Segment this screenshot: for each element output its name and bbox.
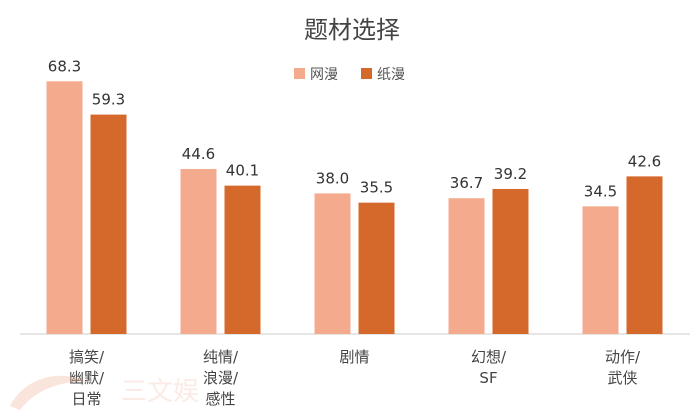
- bar-series-1-category-4: [448, 198, 485, 334]
- legend-label-series-1: 网漫: [310, 67, 338, 83]
- legend-swatch-series-2: [361, 68, 372, 79]
- value-label-series-1-category-2: 44.6: [182, 145, 215, 163]
- value-label-series-1-category-1: 68.3: [48, 57, 81, 75]
- category-label-3: 剧情: [339, 348, 369, 366]
- legend-swatch-series-1: [294, 68, 305, 79]
- category-label-5: 动作/武侠: [605, 348, 641, 387]
- bar-series-1-category-5: [582, 206, 619, 334]
- bar-series-2-category-3: [358, 202, 395, 334]
- category-label-1: 搞笑/幽默/日常: [69, 348, 105, 408]
- watermark-logo: 三文娱: [10, 375, 199, 410]
- bar-series-1-category-3: [314, 193, 351, 334]
- watermark-text: 三文娱: [121, 377, 199, 407]
- value-label-series-1-category-3: 38.0: [316, 169, 349, 187]
- value-label-series-1-category-5: 34.5: [584, 182, 617, 200]
- watermark-swoosh: [10, 375, 86, 410]
- value-labels: 68.3 59.3 44.6 40.1 38.0 35.5 36.7 39.2 34.5 42.6: [48, 57, 661, 200]
- value-label-series-2-category-2: 40.1: [226, 162, 259, 180]
- bar-series-1-category-1: [46, 81, 83, 334]
- value-label-series-2-category-3: 35.5: [360, 179, 393, 197]
- category-label-4: 幻想/SF: [471, 348, 507, 387]
- legend-label-series-2: 纸漫: [377, 67, 405, 83]
- value-label-series-2-category-5: 42.6: [628, 152, 661, 170]
- bar-series-2-category-4: [492, 188, 529, 334]
- bars: [46, 81, 663, 334]
- category-labels: 搞笑/幽默/日常 纯情/浪漫/感性 剧情 幻想/SF 动作/武侠: [69, 348, 641, 408]
- value-label-series-2-category-4: 39.2: [494, 165, 527, 183]
- bar-series-2-category-2: [224, 185, 261, 334]
- value-label-series-2-category-1: 59.3: [92, 91, 125, 109]
- chart-title: 题材选择: [304, 16, 400, 44]
- bar-series-2-category-5: [626, 176, 663, 334]
- category-label-2: 纯情/浪漫/感性: [203, 348, 239, 408]
- bar-series-2-category-1: [90, 114, 127, 334]
- legend: 网漫 纸漫: [294, 67, 405, 83]
- value-label-series-1-category-4: 36.7: [450, 174, 483, 192]
- bar-series-1-category-2: [180, 168, 217, 334]
